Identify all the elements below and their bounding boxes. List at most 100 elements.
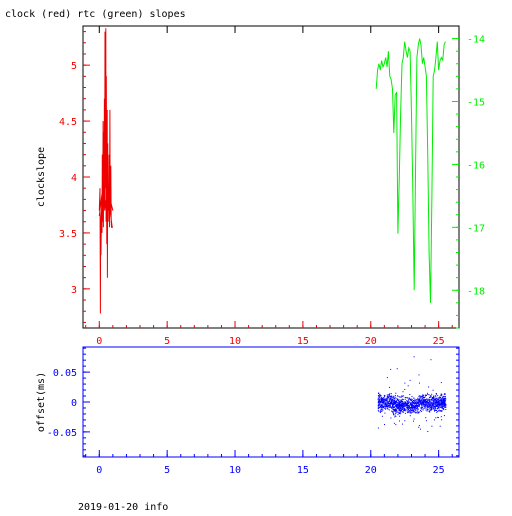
offset-point [398,404,400,406]
offset-point [434,401,436,403]
offset-point [391,399,393,401]
offset-point [387,397,389,398]
offset-point [437,402,439,404]
offset-point [419,397,421,399]
offset-point [419,403,421,405]
offset-point [413,403,415,405]
offset-point [418,401,420,403]
offset-point [384,395,386,397]
offset-point [402,405,404,407]
offset-point [378,407,380,409]
offset-point [429,406,431,408]
offset-point [425,398,427,400]
offset-point [379,402,381,403]
offset-point [426,404,428,406]
offset-point [440,395,442,397]
offset-point [435,395,437,397]
offset-point [422,399,424,401]
offset-point [432,401,434,403]
offset-y-tick-label: 0.05 [53,368,77,379]
offset-point [427,402,429,403]
offset-point [405,397,407,399]
offset-point [415,405,417,407]
offset-point [422,395,424,397]
offset-point [441,398,443,400]
offset-point [418,404,420,406]
offset-panel: 0.05 0 -0.05 0 5 10 15 20 25 offset(ms) [36,346,460,476]
offset-point [442,405,444,407]
offset-point [433,398,435,400]
offset-point [398,412,400,413]
offset-point [387,403,389,405]
offset-point [384,404,386,405]
offset-point [425,401,427,403]
offset-point [413,418,415,420]
offset-point [439,404,440,405]
offset-point [400,401,402,403]
offset-point [411,396,413,398]
offset-point [409,411,411,412]
offset-point [445,404,447,406]
offset-point [398,401,400,403]
offset-point [404,389,406,390]
footer-date-label: 2019-01-20 info [78,502,168,512]
offset-point [439,410,441,412]
offset-point [423,399,425,401]
offset-point [440,416,442,418]
offset-point [422,405,424,407]
offset-point [381,407,383,409]
offset-y-tick-label: -0.05 [47,428,77,439]
offset-point [445,402,447,404]
offset-point [436,408,438,410]
offset-point [406,412,408,414]
offset-point [425,394,427,396]
offset-point [399,411,401,413]
offset-point [379,398,381,400]
slopes-x-tick-label: 0 [96,336,102,347]
offset-point [397,407,399,409]
offset-point [407,406,409,408]
slopes-x-tick-label: 25 [433,336,445,347]
offset-point [383,394,385,396]
offset-point [435,393,437,395]
offset-point [393,409,395,411]
offset-point [438,406,440,408]
offset-point [390,396,392,398]
offset-point [399,407,401,409]
slopes-x-tick-label: 5 [164,336,170,347]
offset-point [419,401,421,403]
offset-point [410,402,412,404]
offset-point [428,399,430,401]
offset-point [422,401,423,403]
offset-point [440,402,442,404]
offset-point [444,393,446,394]
offset-point [384,398,386,400]
offset-point [442,404,444,406]
offset-point [419,382,420,384]
offset-point [422,404,424,405]
offset-point [387,404,389,406]
offset-point [390,406,392,408]
offset-point [390,401,392,403]
offset-point [444,400,446,402]
offset-point [398,408,400,410]
offset-point [433,399,435,401]
offset-point [425,400,427,402]
offset-point [440,398,442,400]
offset-point [400,406,402,408]
offset-point [421,396,423,397]
offset-point [419,400,420,402]
offset-point [413,411,415,413]
offset-point [430,407,432,409]
offset-point [406,403,408,405]
offset-point [401,401,403,403]
right-y-tick-label: -14 [467,35,485,46]
offset-point [438,409,440,411]
offset-point [384,412,386,414]
offset-point [435,399,436,401]
offset-point [430,400,432,402]
offset-point [439,400,441,402]
offset-point [432,397,434,399]
offset-point [433,403,435,405]
offset-point [397,408,399,410]
